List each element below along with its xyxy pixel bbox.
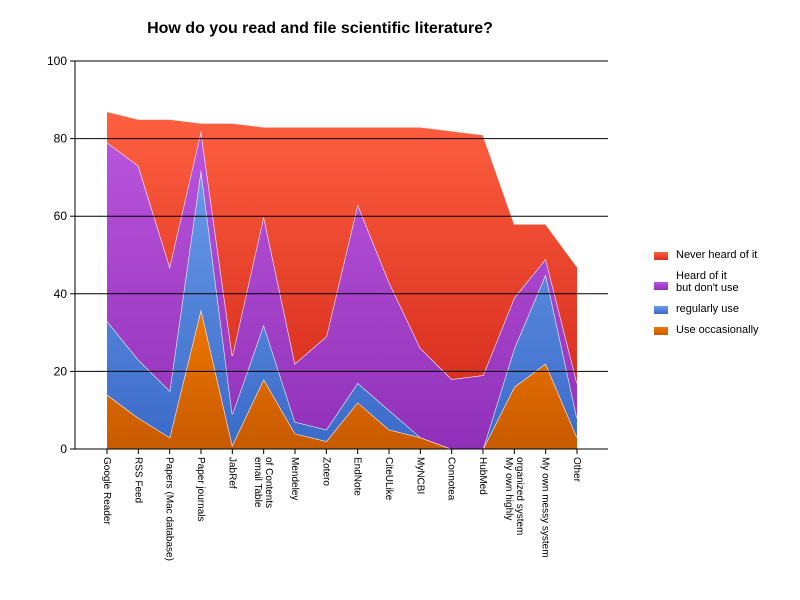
legend-label: Never heard of it [676,249,757,261]
y-axis: 0 20 40 60 80 100 [47,54,76,456]
x-category-label: Mendeley [289,457,300,500]
y-tick-label: 20 [54,364,68,378]
y-tick-label: 60 [54,209,68,223]
x-category-label: Zotero [320,457,331,486]
x-category-label: MyNCBI [414,457,425,494]
x-category-label: Papers (Mac database) [164,457,175,561]
y-tick-label: 0 [60,442,67,456]
legend-swatch [654,252,668,260]
y-tick-label: 100 [47,54,67,68]
gridlines [75,60,608,372]
area-series-1 [107,169,577,449]
x-category-label: Paper journals [195,457,206,521]
legend-swatch [654,282,668,290]
x-category-label: email Table [252,457,263,508]
legend-label: but don't use [676,282,739,294]
x-category-label: of Contents [263,457,274,508]
area-series-0 [107,309,577,449]
x-category-label: CiteULike [383,457,394,501]
x-category-label: Connotea [446,457,457,501]
x-category-label: Google Reader [101,457,112,525]
y-tick-label: 80 [54,132,68,146]
chart-title: How do you read and file scientific lite… [147,20,493,37]
x-category-label: organized system [514,457,525,535]
legend-label: regularly use [676,303,739,315]
x-category-label: My own messy system [540,457,551,558]
area-series-group [106,110,578,450]
x-category-label: EndNote [352,457,363,496]
x-axis: Google Reader RSS Feed Papers (Mac databas… [75,448,608,561]
legend-swatch [654,306,668,314]
legend-label: Use occasionally [676,324,759,336]
x-category-label: RSS Feed [132,457,143,503]
x-category-label: Other [571,457,582,483]
area-series-2 [107,130,577,449]
area-series-3-edge [106,110,578,268]
x-category-label: JabRef [226,457,237,489]
x-category-label: My own highly [503,457,514,520]
y-tick-label: 40 [54,287,68,301]
area-series-3 [107,111,577,384]
legend-swatch [654,327,668,335]
legend-label: Heard of it [676,270,727,282]
x-category-label: HubMed [477,457,488,495]
